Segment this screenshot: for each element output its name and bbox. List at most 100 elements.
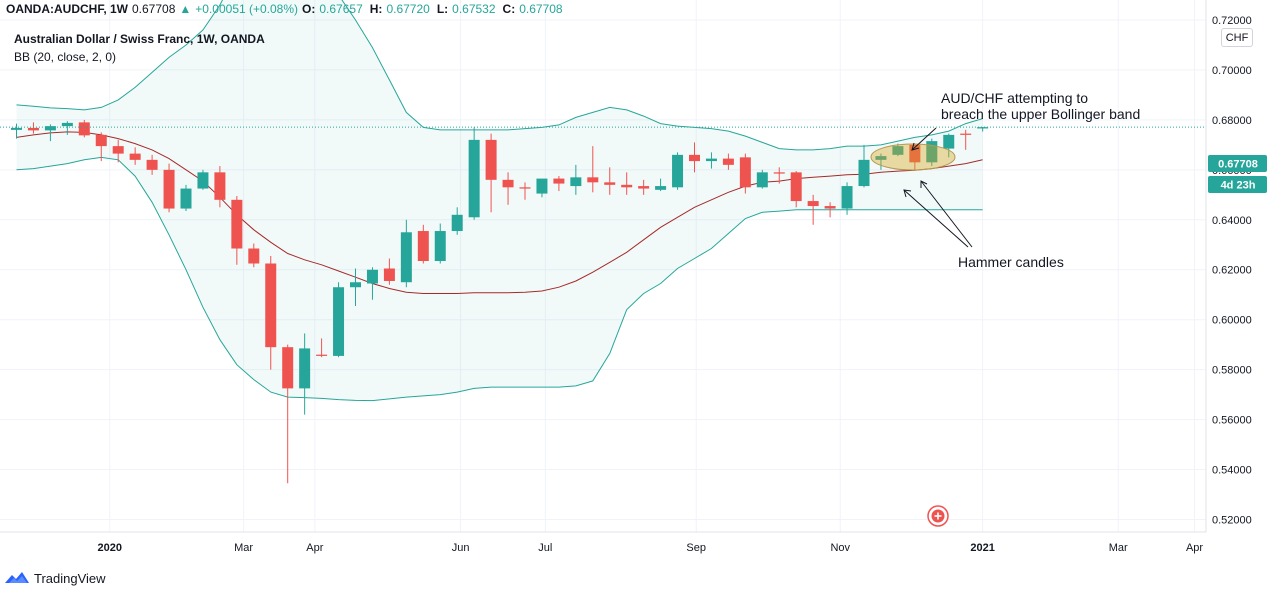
bollinger-lower-band <box>16 156 983 402</box>
candle-down <box>316 338 328 358</box>
candle-up <box>756 169 768 189</box>
candle-body <box>316 354 328 356</box>
candle-body <box>841 186 853 209</box>
y-tick-label: 0.64000 <box>1212 215 1252 227</box>
candle-body <box>485 139 497 180</box>
branding[interactable]: TradingView <box>4 567 106 589</box>
close-key: C: <box>502 2 516 16</box>
x-tick-label: 2021 <box>970 542 994 554</box>
y-tick-label: 0.62000 <box>1212 265 1252 277</box>
candle-down <box>27 122 39 134</box>
callout-annotation: AUD/CHF attempting to breach the upper B… <box>941 90 1201 122</box>
candle-body <box>943 134 955 149</box>
candle-body <box>468 139 480 218</box>
candle-body <box>44 126 56 131</box>
candle-body <box>722 158 734 165</box>
symbol-label[interactable]: OANDA:AUDCHF, 1W <box>6 2 128 16</box>
candle-body <box>231 199 243 249</box>
y-tick-label: 0.72000 <box>1212 15 1252 27</box>
candle-down <box>722 153 734 170</box>
y-tick-label: 0.68000 <box>1212 115 1252 127</box>
candle-down <box>824 202 836 218</box>
candle-up <box>11 123 22 139</box>
candle-down <box>417 224 429 264</box>
candle-body <box>960 133 972 135</box>
candle-body <box>112 146 124 154</box>
candle-body <box>366 269 378 284</box>
indicator-legend[interactable]: BB (20, close, 2, 0) <box>14 50 117 64</box>
price-axis[interactable]: 0.52000 0.54000 0.56000 0.58000 0.60000 0.620… <box>1205 0 1252 532</box>
x-tick-label: Apr <box>306 542 323 554</box>
candle-up <box>705 152 717 169</box>
bollinger-basis-line <box>16 131 983 294</box>
low-key: L: <box>436 2 449 16</box>
y-tick-label: 0.70000 <box>1212 65 1252 77</box>
brand-name: TradingView <box>34 570 106 586</box>
candle-body <box>282 347 294 389</box>
candle-up <box>858 144 870 188</box>
bollinger-upper-band <box>16 0 983 151</box>
grid-lines <box>0 0 1206 532</box>
candle-up <box>672 152 684 190</box>
change-arrow-icon: ▲ <box>179 2 192 16</box>
x-tick-label: Mar <box>234 542 253 554</box>
currency-button[interactable]: CHF <box>1221 28 1253 47</box>
candle-body <box>909 144 921 163</box>
candle-down <box>282 344 294 484</box>
candle-down <box>502 172 514 205</box>
candle-body <box>604 182 616 185</box>
symbol-header: OANDA:AUDCHF, 1W 0.67708 ▲ +0.00051 (+0.… <box>6 1 566 17</box>
x-tick-label: Jun <box>452 542 470 554</box>
candle-body <box>807 201 819 207</box>
candle-body <box>570 177 582 187</box>
candle-body <box>78 122 90 136</box>
add-alert-icon[interactable] <box>927 505 949 527</box>
candle-up <box>299 333 311 415</box>
hammer-annotation: Hammer candles <box>958 254 1064 270</box>
candle-up <box>892 143 904 157</box>
x-tick-label: Jul <box>538 542 552 554</box>
price-tag: 0.67708 <box>1208 155 1267 172</box>
candle-down <box>485 133 497 213</box>
candle-down <box>773 167 785 184</box>
candle-body <box>214 172 226 200</box>
candle-body <box>95 134 107 147</box>
candle-down <box>604 167 616 195</box>
candle-down <box>689 142 700 173</box>
candle-body <box>875 156 887 160</box>
candle-down <box>214 166 226 208</box>
y-tick-label: 0.60000 <box>1212 315 1252 327</box>
high-key: H: <box>369 2 383 16</box>
candle-body <box>672 154 684 188</box>
candle-down <box>163 163 175 213</box>
candle-body <box>824 206 836 209</box>
callout-arrow <box>911 127 937 151</box>
candle-body <box>265 263 277 348</box>
y-tick-label: 0.58000 <box>1212 365 1252 377</box>
candle-body <box>502 179 514 188</box>
candle-down <box>231 196 243 265</box>
close-value: 0.67708 <box>519 2 563 16</box>
callout-line-2: breach the upper Bollinger band <box>941 106 1141 122</box>
candle-body <box>333 287 345 356</box>
candle-body <box>892 146 904 155</box>
candle-body <box>163 169 175 209</box>
candle-up <box>655 178 667 192</box>
candle-down <box>807 194 819 225</box>
open-value: 0.67657 <box>319 2 363 16</box>
candle-body <box>655 186 667 190</box>
highlight-ellipse <box>870 143 956 171</box>
x-tick-label: Sep <box>686 542 706 554</box>
y-tick-label: 0.56000 <box>1212 415 1252 427</box>
time-axis[interactable]: c2020MarAprJunJulSepNov2021MarApr <box>0 531 1206 554</box>
candle-body <box>299 348 311 389</box>
candle-body <box>621 184 633 188</box>
candle-body <box>146 159 158 170</box>
candle-body <box>739 157 751 188</box>
y-tick-label: 0.54000 <box>1212 465 1252 477</box>
candle-body <box>536 178 548 194</box>
candle-body <box>383 268 395 281</box>
candle-body <box>553 178 565 184</box>
candle-up <box>468 127 480 220</box>
